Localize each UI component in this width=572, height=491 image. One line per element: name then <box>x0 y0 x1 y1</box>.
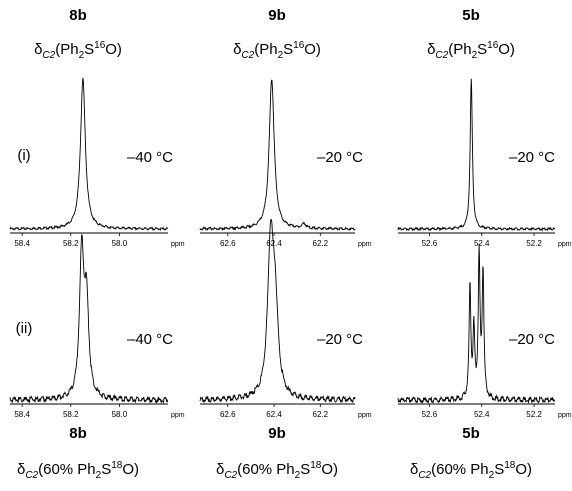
x-tick-label: 52.2 <box>526 410 542 419</box>
label-part-main: (Ph <box>254 41 277 58</box>
label-part-mid: S <box>300 461 310 478</box>
x-unit-label: ppm <box>171 412 185 419</box>
label-part-sub2: 2 <box>96 470 102 481</box>
spectrum-trace <box>199 79 356 232</box>
x-tick-label: 58.2 <box>63 410 79 419</box>
compound-label-top: 9b <box>268 7 286 24</box>
label-part-prefix: δ <box>17 461 25 478</box>
compound-label-top: 8b <box>69 7 87 24</box>
spectrum-panel-9b-i: 62.6 62.4 62.2 ppm –20 °C <box>199 79 372 248</box>
spectrum-trace <box>9 233 169 404</box>
temperature-label: –40 °C <box>127 331 173 348</box>
label-part-mid: S <box>101 461 111 478</box>
x-tick-label: 62.4 <box>266 239 282 248</box>
label-part-tail: O) <box>515 461 532 478</box>
temperature-label: –20 °C <box>509 149 555 166</box>
label-part-sub: C2 <box>42 50 55 61</box>
nucleus-label-bottom: δC2(60% Ph2S18O) <box>17 460 139 481</box>
label-part-sub: C2 <box>241 50 254 61</box>
label-part-tail: O) <box>498 41 515 58</box>
spectrum-trace <box>397 78 556 232</box>
x-tick-label: 52.4 <box>474 239 490 248</box>
x-tick-label: 58.0 <box>112 410 128 419</box>
label-part-main: (Ph <box>448 41 471 58</box>
label-part-sup: 18 <box>504 460 516 471</box>
label-part-mid: S <box>477 41 487 58</box>
label-part-tail: O) <box>304 41 321 58</box>
label-part-sub: C2 <box>224 470 237 481</box>
x-tick-label: 52.4 <box>474 410 490 419</box>
x-tick-label: 62.6 <box>220 239 236 248</box>
spectrum-panel-8b-i: 58.4 58.2 58.0 ppm –40 °C <box>9 77 185 248</box>
label-part-prefix: δ <box>216 461 224 478</box>
x-tick-label: 62.2 <box>313 239 329 248</box>
compound-label-bottom: 5b <box>462 425 480 442</box>
nucleus-label-bottom: δC2(60% Ph2S18O) <box>410 460 532 481</box>
label-part-sub2: 2 <box>278 50 284 61</box>
spectrum-panel-5b-i: 52.6 52.4 52.2 ppm –20 °C <box>397 78 572 248</box>
compound-label-bottom: 9b <box>268 425 286 442</box>
spectrum-panel-5b-ii: 52.6 52.4 52.2 ppm –20 °C <box>397 243 572 419</box>
row-label: (ii) <box>16 320 33 337</box>
label-part-prefix: δ <box>410 461 418 478</box>
label-part-sub: C2 <box>435 50 448 61</box>
x-tick-label: 58.4 <box>14 239 30 248</box>
label-part-sup: 18 <box>111 460 123 471</box>
x-unit-label: ppm <box>558 412 572 419</box>
label-part-sub2: 2 <box>472 50 478 61</box>
compound-label-top: 5b <box>462 7 480 24</box>
label-part-prefix: δ <box>233 41 241 58</box>
temperature-label: –20 °C <box>509 331 555 348</box>
label-part-tail: O) <box>321 461 338 478</box>
temperature-label: –20 °C <box>317 331 363 348</box>
temperature-label: –20 °C <box>317 149 363 166</box>
nucleus-label-top: δC2(Ph2S16O) <box>233 40 321 61</box>
label-part-main: (60% Ph <box>431 461 489 478</box>
nucleus-label-bottom: δC2(60% Ph2S18O) <box>216 460 338 481</box>
temperature-label: –40 °C <box>127 149 173 166</box>
spectrum-trace <box>397 243 556 404</box>
x-unit-label: ppm <box>171 241 185 248</box>
label-part-sub2: 2 <box>295 470 301 481</box>
label-part-sub: C2 <box>25 470 38 481</box>
x-tick-label: 58.2 <box>63 239 79 248</box>
x-tick-label: 62.2 <box>313 410 329 419</box>
x-unit-label: ppm <box>358 412 372 419</box>
label-part-sub2: 2 <box>79 50 85 61</box>
label-part-sup: 16 <box>293 40 305 51</box>
label-part-mid: S <box>283 41 293 58</box>
x-tick-label: 52.6 <box>422 239 438 248</box>
label-part-prefix: δ <box>34 41 42 58</box>
nucleus-label-top: δC2(Ph2S16O) <box>34 40 122 61</box>
label-part-sub: C2 <box>418 470 431 481</box>
x-tick-label: 52.2 <box>526 239 542 248</box>
label-part-tail: O) <box>122 461 139 478</box>
x-tick-label: 58.4 <box>14 410 30 419</box>
label-part-main: (60% Ph <box>38 461 96 478</box>
label-part-mid: S <box>84 41 94 58</box>
label-part-sup: 16 <box>487 40 499 51</box>
x-unit-label: ppm <box>558 241 572 248</box>
x-unit-label: ppm <box>358 241 372 248</box>
label-part-sub2: 2 <box>489 470 495 481</box>
x-tick-label: 62.4 <box>266 410 282 419</box>
label-part-tail: O) <box>105 41 122 58</box>
label-part-main: (60% Ph <box>237 461 295 478</box>
spectrum-panel-8b-ii: 58.4 58.2 58.0 ppm –40 °C <box>9 233 185 419</box>
label-part-prefix: δ <box>427 41 435 58</box>
spectrum-trace <box>199 218 356 404</box>
label-part-sup: 16 <box>94 40 106 51</box>
x-tick-label: 58.0 <box>112 239 128 248</box>
label-part-mid: S <box>494 461 504 478</box>
x-tick-label: 52.6 <box>422 410 438 419</box>
label-part-sup: 18 <box>310 460 322 471</box>
row-label: (i) <box>17 147 30 164</box>
spectrum-trace <box>9 77 169 232</box>
label-part-main: (Ph <box>55 41 78 58</box>
x-tick-label: 62.6 <box>220 410 236 419</box>
nucleus-label-top: δC2(Ph2S16O) <box>427 40 515 61</box>
spectrum-panel-9b-ii: 62.6 62.4 62.2 ppm –20 °C <box>199 218 372 419</box>
compound-label-bottom: 8b <box>69 425 87 442</box>
